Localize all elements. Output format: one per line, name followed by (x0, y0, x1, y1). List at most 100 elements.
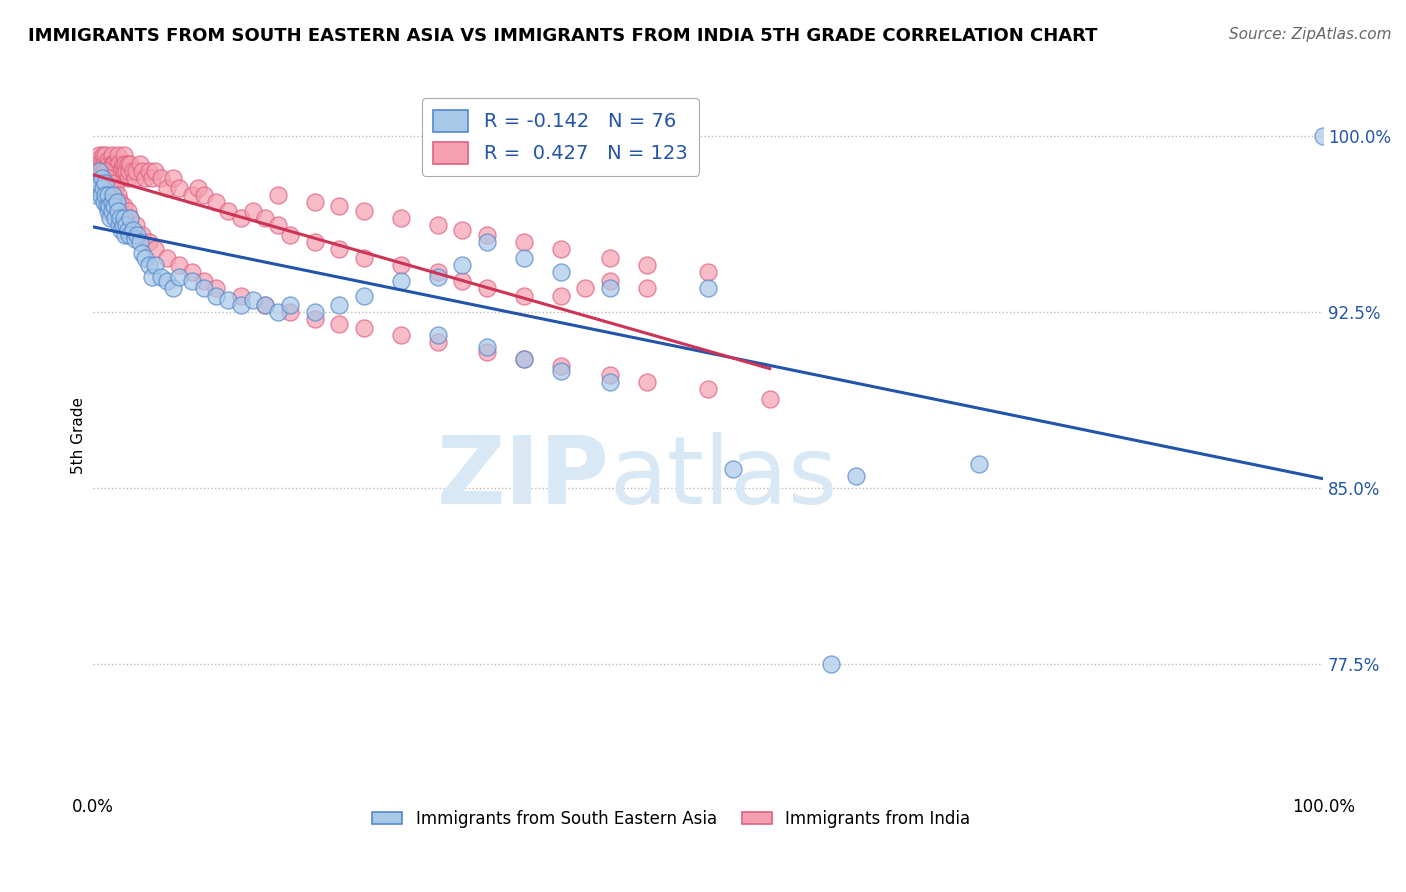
Point (101, 164, 124, 178)
Point (105, 194, 128, 209)
Point (512, 351, 534, 366)
Point (328, 242, 350, 256)
Point (187, 180, 209, 194)
Point (599, 275, 621, 289)
Point (104, 171, 127, 186)
Point (636, 376, 658, 390)
Point (599, 251, 621, 265)
Point (110, 164, 132, 178)
Point (475, 344, 498, 359)
Legend: Immigrants from South Eastern Asia, Immigrants from India: Immigrants from South Eastern Asia, Immi… (366, 803, 977, 834)
Point (117, 223, 139, 237)
Point (87, 164, 110, 178)
Point (512, 235, 534, 249)
Point (86, 153, 108, 167)
Point (758, 392, 780, 406)
Point (98, 171, 121, 186)
Point (218, 204, 240, 219)
Point (129, 235, 152, 249)
Point (103, 157, 125, 171)
Point (86, 176, 108, 190)
Point (89, 148, 111, 162)
Point (304, 312, 326, 326)
Point (169, 180, 191, 194)
Point (117, 204, 139, 219)
Point (96, 199, 118, 213)
Point (115, 218, 138, 232)
Point (134, 171, 156, 186)
Point (550, 242, 572, 256)
Point (304, 194, 326, 209)
Point (114, 157, 136, 171)
Point (111, 157, 134, 171)
Text: Source: ZipAtlas.com: Source: ZipAtlas.com (1229, 27, 1392, 42)
Point (353, 251, 375, 265)
Point (143, 242, 166, 256)
Point (131, 227, 153, 242)
Point (426, 328, 449, 343)
Point (169, 269, 191, 284)
Point (110, 211, 132, 226)
Point (353, 321, 375, 335)
Point (101, 187, 124, 202)
Point (389, 258, 412, 272)
Point (118, 164, 141, 178)
Point (141, 171, 163, 186)
Point (697, 281, 720, 295)
Point (451, 258, 474, 272)
Point (254, 211, 277, 226)
Point (278, 227, 301, 242)
Point (697, 382, 720, 396)
Point (90, 164, 112, 178)
Point (229, 298, 252, 312)
Point (89, 176, 111, 190)
Point (97, 204, 120, 219)
Point (599, 368, 621, 383)
Point (110, 171, 132, 186)
Point (121, 164, 143, 178)
Point (100, 171, 122, 186)
Point (254, 298, 277, 312)
Point (353, 288, 375, 302)
Point (156, 275, 179, 289)
Point (820, 657, 842, 671)
Point (180, 275, 202, 289)
Point (94, 187, 117, 202)
Point (512, 288, 534, 302)
Point (105, 157, 128, 171)
Point (550, 359, 572, 373)
Point (131, 246, 153, 260)
Point (125, 164, 148, 178)
Point (107, 204, 129, 219)
Point (93, 194, 115, 209)
Point (149, 171, 172, 186)
Point (100, 164, 122, 178)
Point (138, 235, 160, 249)
Point (451, 223, 474, 237)
Point (91, 164, 114, 178)
Point (94, 164, 117, 178)
Point (512, 351, 534, 366)
Point (110, 223, 132, 237)
Point (90, 157, 112, 171)
Point (143, 258, 166, 272)
Point (89, 164, 111, 178)
Y-axis label: 5th Grade: 5th Grade (72, 397, 86, 474)
Point (108, 157, 131, 171)
Point (114, 227, 136, 242)
Point (112, 148, 135, 162)
Point (574, 281, 596, 295)
Point (112, 164, 135, 178)
Point (87, 180, 110, 194)
Point (149, 269, 172, 284)
Point (124, 232, 146, 246)
Point (129, 157, 152, 171)
Point (426, 269, 449, 284)
Point (104, 164, 127, 178)
Point (278, 298, 301, 312)
Text: IMMIGRANTS FROM SOUTH EASTERN ASIA VS IMMIGRANTS FROM INDIA 5TH GRADE CORRELATIO: IMMIGRANTS FROM SOUTH EASTERN ASIA VS IM… (28, 27, 1098, 45)
Point (156, 251, 179, 265)
Point (103, 199, 125, 213)
Point (100, 211, 122, 226)
Point (138, 258, 160, 272)
